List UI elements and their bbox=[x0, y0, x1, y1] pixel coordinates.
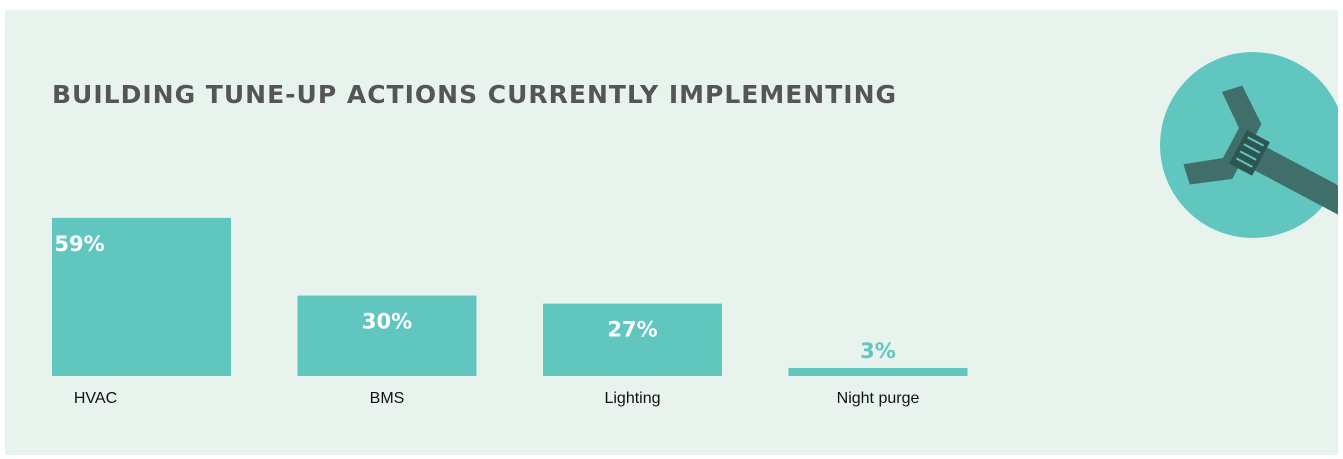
chart: BUILDING TUNE-UP ACTIONS CURRENTLY IMPLE… bbox=[0, 0, 1343, 459]
x-tick-label: HVAC bbox=[74, 390, 117, 407]
value-label: 59% bbox=[54, 232, 104, 256]
chart-title: BUILDING TUNE-UP ACTIONS CURRENTLY IMPLE… bbox=[52, 80, 897, 109]
x-tick-label: Night purge bbox=[837, 390, 920, 407]
value-label: 3% bbox=[860, 339, 896, 363]
x-tick-label: BMS bbox=[370, 390, 405, 407]
page: {"chart_data": {"type": "bar", "title": … bbox=[0, 0, 1343, 459]
value-label: 27% bbox=[607, 318, 657, 342]
bar bbox=[298, 296, 477, 376]
bar bbox=[789, 368, 968, 376]
value-label: 30% bbox=[362, 310, 412, 334]
x-tick-label: Lighting bbox=[604, 390, 660, 407]
